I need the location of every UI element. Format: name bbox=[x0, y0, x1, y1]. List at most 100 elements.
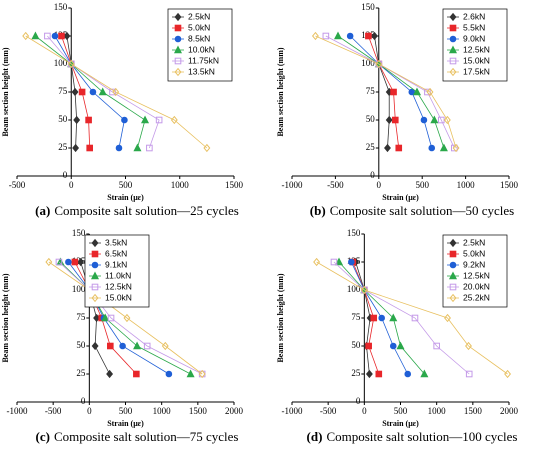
legend-label: 5.0kN bbox=[463, 248, 485, 258]
x-tick-label: -500 bbox=[45, 406, 62, 416]
y-tick-label: 100 bbox=[72, 284, 86, 294]
caption-text: Composite salt solution—25 cycles bbox=[54, 203, 239, 218]
x-tick-label: -1000 bbox=[282, 406, 303, 416]
x-tick-label: 1000 bbox=[428, 406, 447, 416]
point bbox=[449, 35, 457, 43]
legend-label: 2.5kN bbox=[463, 237, 485, 247]
y-axis-label: Beam section height (mm) bbox=[276, 273, 285, 362]
point bbox=[449, 261, 457, 269]
point bbox=[395, 144, 403, 152]
y-tick-label: 50 bbox=[58, 114, 68, 124]
point bbox=[91, 238, 99, 248]
caption-text: Composite salt solution—75 cycles bbox=[54, 429, 239, 444]
y-tick-label: 25 bbox=[76, 368, 86, 378]
point bbox=[90, 271, 100, 280]
y-tick-label: 150 bbox=[72, 228, 86, 238]
x-tick-label: 500 bbox=[415, 180, 429, 190]
point bbox=[107, 342, 114, 350]
point bbox=[333, 31, 343, 40]
point bbox=[465, 370, 473, 378]
series-line bbox=[58, 261, 203, 375]
point bbox=[89, 88, 97, 96]
caption-text: Composite salt solution—50 cycles bbox=[330, 203, 515, 218]
point bbox=[365, 369, 373, 379]
point bbox=[86, 144, 93, 152]
x-tick-label: 0 bbox=[362, 406, 367, 416]
x-tick-label: 500 bbox=[119, 180, 133, 190]
y-tick-label: 25 bbox=[366, 142, 376, 152]
point bbox=[146, 144, 153, 152]
point bbox=[404, 370, 412, 378]
y-axis-label: Beam section height (mm) bbox=[1, 273, 10, 362]
y-tick-label: 75 bbox=[366, 86, 376, 96]
point bbox=[449, 250, 457, 258]
point bbox=[112, 87, 120, 97]
point bbox=[91, 341, 99, 351]
y-axis-label: Beam section height (mm) bbox=[1, 47, 10, 136]
legend-label: 12.5kN bbox=[463, 270, 490, 280]
y-tick-label: 50 bbox=[76, 340, 86, 350]
x-tick-label: 1000 bbox=[171, 180, 190, 190]
point bbox=[433, 342, 440, 350]
series-line bbox=[316, 261, 508, 375]
x-tick-label: 500 bbox=[119, 406, 133, 416]
point bbox=[451, 144, 458, 152]
point bbox=[123, 313, 131, 323]
point bbox=[371, 31, 378, 41]
y-tick-label: 50 bbox=[366, 114, 376, 124]
caption: (d) Composite salt solution—100 cycles bbox=[307, 429, 518, 444]
caption-label: (c) bbox=[36, 429, 50, 444]
point bbox=[385, 115, 393, 125]
point bbox=[449, 67, 457, 77]
legend-label: 10.0kN bbox=[188, 44, 215, 54]
x-tick-label: 1000 bbox=[457, 180, 476, 190]
point bbox=[22, 31, 30, 41]
point bbox=[85, 116, 92, 124]
point bbox=[370, 314, 378, 322]
y-tick-label: 75 bbox=[76, 312, 86, 322]
caption-label: (a) bbox=[35, 203, 50, 218]
chart: -1000-5000500100015002000025507510012515… bbox=[276, 228, 519, 444]
point bbox=[133, 370, 140, 378]
legend-label: 15.0kN bbox=[105, 292, 132, 302]
point bbox=[174, 57, 182, 65]
point bbox=[115, 144, 123, 152]
point bbox=[107, 314, 115, 322]
point bbox=[77, 257, 85, 267]
point bbox=[98, 87, 107, 96]
point bbox=[384, 143, 391, 153]
point bbox=[428, 144, 436, 152]
point bbox=[360, 285, 368, 295]
x-tick-label: -1000 bbox=[282, 180, 303, 190]
series-line bbox=[48, 261, 203, 375]
y-tick-label: 0 bbox=[81, 396, 86, 406]
y-tick-label: 25 bbox=[58, 142, 68, 152]
y-tick-label: 150 bbox=[361, 2, 375, 12]
point bbox=[311, 31, 319, 41]
point bbox=[389, 313, 398, 322]
point bbox=[330, 258, 338, 266]
x-tick-label: -500 bbox=[320, 406, 337, 416]
chart: -1000-5000500100015000255075100125150Str… bbox=[276, 2, 519, 218]
point bbox=[106, 369, 114, 379]
x-tick-label: 1000 bbox=[153, 406, 172, 416]
point bbox=[391, 116, 399, 124]
y-tick-label: 100 bbox=[361, 58, 375, 68]
y-tick-label: 100 bbox=[347, 284, 361, 294]
point bbox=[155, 116, 163, 124]
y-tick-label: 25 bbox=[351, 368, 361, 378]
point bbox=[375, 59, 383, 69]
legend-label: 5.0kN bbox=[188, 22, 210, 32]
point bbox=[45, 257, 53, 267]
point bbox=[198, 369, 206, 379]
point bbox=[174, 24, 182, 32]
point bbox=[63, 31, 71, 41]
point bbox=[174, 12, 182, 22]
y-axis-label: Beam section height (mm) bbox=[276, 47, 285, 136]
x-axis-label: Strain (με) bbox=[382, 419, 419, 428]
caption: (c) Composite salt solution—75 cycles bbox=[36, 429, 239, 444]
y-tick-label: 150 bbox=[347, 228, 361, 238]
point bbox=[203, 143, 211, 153]
point bbox=[420, 369, 429, 378]
